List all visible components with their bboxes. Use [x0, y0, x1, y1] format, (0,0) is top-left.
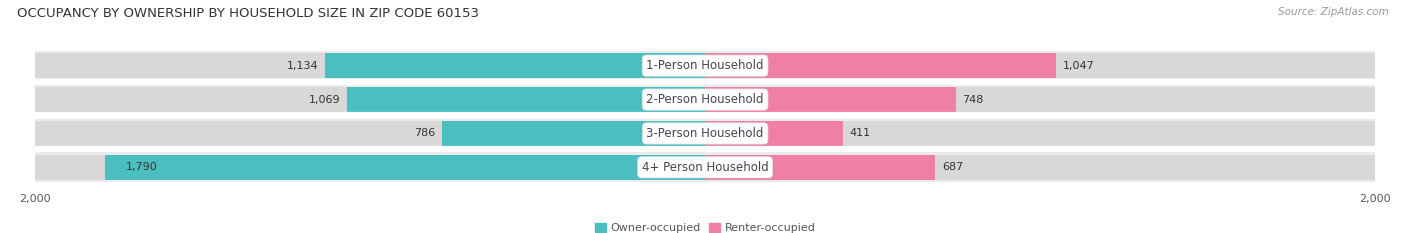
Text: OCCUPANCY BY OWNERSHIP BY HOUSEHOLD SIZE IN ZIP CODE 60153: OCCUPANCY BY OWNERSHIP BY HOUSEHOLD SIZE…	[17, 7, 479, 20]
Bar	[704, 53, 1056, 78]
Text: Source: ZipAtlas.com: Source: ZipAtlas.com	[1278, 7, 1389, 17]
Text: 1,790: 1,790	[125, 162, 157, 172]
Bar	[704, 121, 842, 146]
Text: 3-Person Household: 3-Person Household	[647, 127, 763, 140]
Bar	[347, 87, 704, 112]
Text: 1,047: 1,047	[1063, 61, 1094, 71]
Bar	[105, 155, 704, 180]
Text: 4+ Person Household: 4+ Person Household	[641, 161, 769, 174]
Legend: Owner-occupied, Renter-occupied: Owner-occupied, Renter-occupied	[591, 218, 820, 233]
Bar	[35, 152, 1375, 182]
Bar	[35, 119, 1375, 148]
Text: 687: 687	[942, 162, 963, 172]
Text: 786: 786	[413, 128, 434, 138]
Bar	[35, 53, 1375, 78]
Bar	[704, 155, 935, 180]
Text: 1,134: 1,134	[287, 61, 319, 71]
Bar	[704, 87, 956, 112]
Text: 411: 411	[849, 128, 870, 138]
Bar	[35, 121, 1375, 146]
Text: 1-Person Household: 1-Person Household	[647, 59, 763, 72]
Bar	[325, 53, 704, 78]
Bar	[441, 121, 704, 146]
Text: 2-Person Household: 2-Person Household	[647, 93, 763, 106]
Text: 1,069: 1,069	[309, 95, 340, 105]
Bar	[35, 85, 1375, 114]
Text: 748: 748	[962, 95, 984, 105]
Bar	[35, 87, 1375, 112]
Bar	[35, 51, 1375, 81]
Bar	[35, 155, 1375, 180]
